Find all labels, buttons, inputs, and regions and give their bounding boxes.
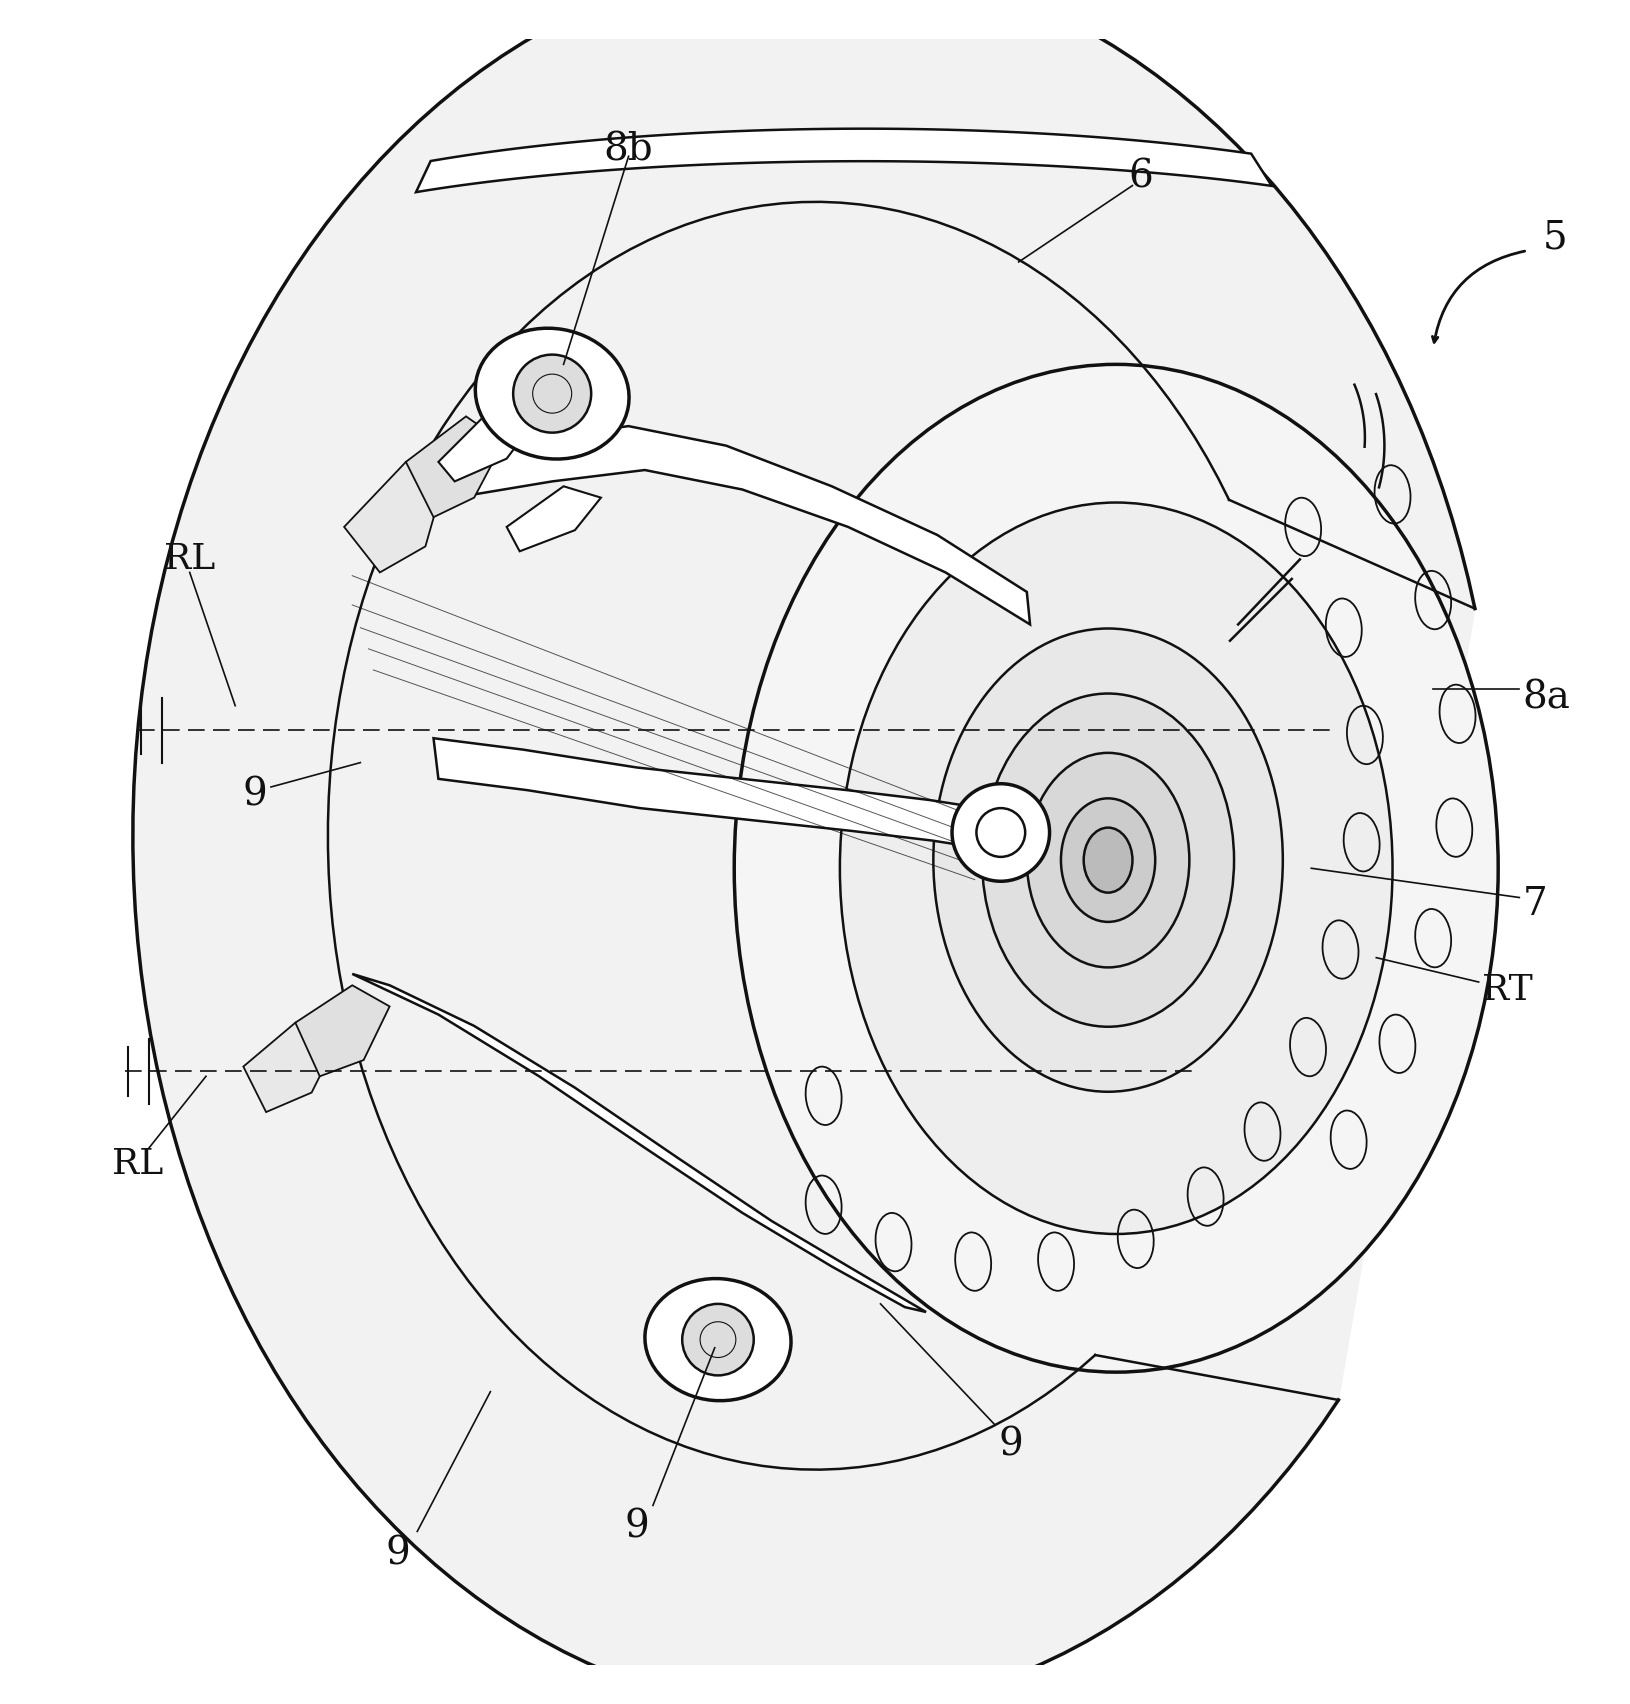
Polygon shape bbox=[660, 1315, 766, 1380]
Ellipse shape bbox=[1027, 753, 1188, 968]
Text: RT: RT bbox=[1482, 973, 1532, 1007]
Text: 9: 9 bbox=[998, 1426, 1022, 1464]
Circle shape bbox=[681, 1304, 753, 1375]
Text: 9: 9 bbox=[624, 1508, 649, 1546]
Text: 9: 9 bbox=[243, 777, 267, 813]
Polygon shape bbox=[466, 426, 1030, 624]
Polygon shape bbox=[434, 738, 1006, 852]
Polygon shape bbox=[132, 0, 1474, 1704]
Circle shape bbox=[513, 354, 590, 433]
Polygon shape bbox=[507, 486, 600, 552]
Polygon shape bbox=[438, 412, 531, 482]
Polygon shape bbox=[406, 416, 504, 516]
Ellipse shape bbox=[644, 1278, 791, 1401]
Polygon shape bbox=[416, 130, 1271, 193]
Text: 5: 5 bbox=[1542, 220, 1566, 256]
Text: RL: RL bbox=[165, 542, 215, 576]
Polygon shape bbox=[295, 985, 390, 1077]
Ellipse shape bbox=[1060, 799, 1154, 922]
Polygon shape bbox=[352, 975, 926, 1312]
Polygon shape bbox=[243, 1022, 336, 1113]
Circle shape bbox=[952, 784, 1050, 881]
Text: 8a: 8a bbox=[1522, 680, 1570, 716]
Text: RL: RL bbox=[112, 1147, 163, 1181]
Text: 7: 7 bbox=[1522, 886, 1547, 922]
Ellipse shape bbox=[932, 629, 1283, 1092]
Ellipse shape bbox=[734, 365, 1498, 1372]
Text: 8b: 8b bbox=[603, 131, 654, 169]
Ellipse shape bbox=[839, 503, 1392, 1234]
Text: 9: 9 bbox=[385, 1535, 409, 1573]
Ellipse shape bbox=[981, 694, 1234, 1028]
Text: 6: 6 bbox=[1128, 158, 1152, 196]
Ellipse shape bbox=[474, 329, 629, 458]
Polygon shape bbox=[344, 462, 445, 573]
Ellipse shape bbox=[1082, 828, 1131, 893]
